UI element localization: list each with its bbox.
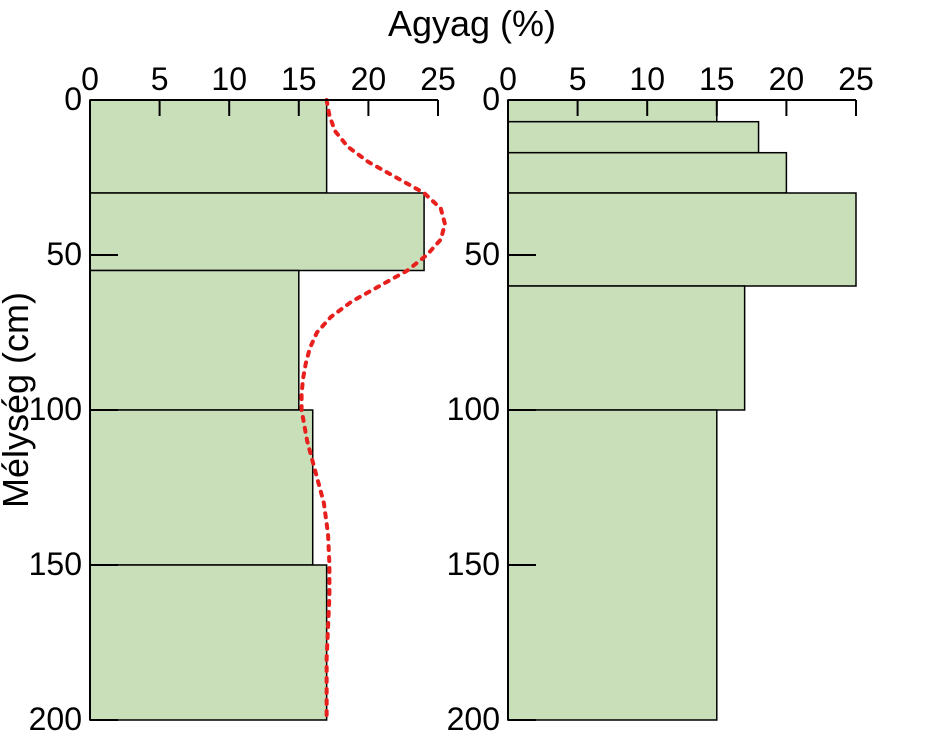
panel-0-bar-2 <box>90 271 299 411</box>
panel-0-xtick-20: 20 <box>351 61 387 97</box>
panel-1-ytick-200: 200 <box>447 701 500 737</box>
panel-0-xtick-15: 15 <box>281 61 317 97</box>
panel-0-xtick-5: 5 <box>151 61 169 97</box>
panel-1-bar-5 <box>508 410 717 720</box>
panel-0-ytick-200: 200 <box>29 701 82 737</box>
panel-0-bar-4 <box>90 565 327 720</box>
panel-1-bar-1 <box>508 122 759 153</box>
panel-1-xtick-5: 5 <box>569 61 587 97</box>
panel-0-ytick-0: 0 <box>64 81 82 117</box>
panel-1-bar-4 <box>508 286 745 410</box>
panel-1-bar-3 <box>508 193 856 286</box>
panel-1-xtick-20: 20 <box>769 61 805 97</box>
panel-1-ytick-50: 50 <box>464 236 500 272</box>
panel-0-ytick-100: 100 <box>29 391 82 427</box>
panel-0-xtick-25: 25 <box>420 61 456 97</box>
panel-1-xtick-15: 15 <box>699 61 735 97</box>
panel-0-ytick-50: 50 <box>46 236 82 272</box>
chart-title: Agyag (%) <box>388 3 556 44</box>
panel-0-ytick-150: 150 <box>29 546 82 582</box>
panel-0-bar-3 <box>90 410 313 565</box>
panel-1-ytick-100: 100 <box>447 391 500 427</box>
panel-1-bar-2 <box>508 153 786 193</box>
panel-1-xtick-25: 25 <box>838 61 874 97</box>
chart-container: Agyag (%)Mélység (cm)0510152025050100150… <box>0 0 944 738</box>
panel-0-xtick-10: 10 <box>211 61 247 97</box>
panel-0-bar-0 <box>90 100 327 193</box>
panel-0-xtick-0: 0 <box>81 61 99 97</box>
panel-1-ytick-150: 150 <box>447 546 500 582</box>
panel-1-xtick-10: 10 <box>629 61 665 97</box>
depth-clay-chart: Agyag (%)Mélység (cm)0510152025050100150… <box>0 0 944 738</box>
panel-1-bar-0 <box>508 100 717 122</box>
panel-1-xtick-0: 0 <box>499 61 517 97</box>
panel-1-ytick-0: 0 <box>482 81 500 117</box>
panel-0-bar-1 <box>90 193 424 271</box>
